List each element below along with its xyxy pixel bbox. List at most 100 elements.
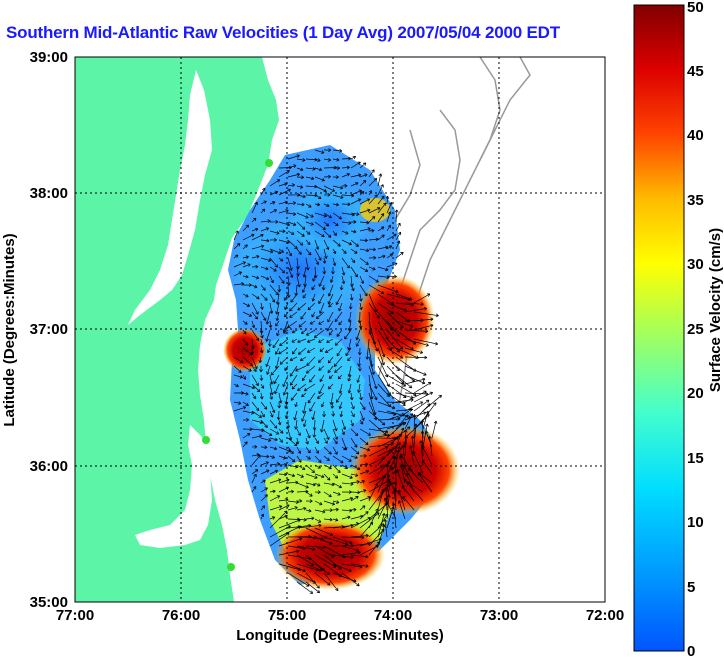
- velocity-arrow: [377, 195, 385, 205]
- colorbar-tick-label: 40: [687, 127, 704, 144]
- velocity-arrow: [259, 374, 264, 381]
- velocity-arrow: [402, 495, 415, 511]
- velocity-arrow: [396, 469, 406, 493]
- velocity-arrow: [267, 347, 271, 353]
- velocity-arrow: [282, 383, 289, 396]
- velocity-arrow: [269, 489, 276, 494]
- velocity-arrow: [251, 469, 259, 475]
- velocity-arrow: [242, 401, 249, 406]
- velocity-arrow: [242, 338, 248, 346]
- velocity-arrow: [350, 173, 362, 178]
- velocity-arrow: [260, 445, 268, 450]
- velocity-arrow: [305, 257, 310, 271]
- velocity-arrow: [260, 505, 266, 511]
- velocity-arrow: [394, 209, 399, 223]
- velocity-arrow: [296, 221, 306, 230]
- velocity-arrow: [296, 506, 307, 511]
- velocity-arrow: [424, 430, 433, 448]
- velocity-arrow: [377, 234, 385, 241]
- velocity-arrow: [332, 419, 338, 432]
- velocity-arrow: [251, 410, 262, 418]
- velocity-arrow: [260, 469, 270, 475]
- velocity-arrow: [322, 410, 326, 418]
- velocity-arrow: [287, 489, 295, 494]
- velocity-arrow: [314, 482, 321, 487]
- velocity-arrow: [413, 338, 439, 346]
- velocity-arrow: [269, 516, 276, 520]
- velocity-arrow: [368, 293, 378, 313]
- velocity-arrow: [359, 419, 364, 425]
- velocity-arrow: [389, 482, 406, 502]
- velocity-arrow: [421, 445, 433, 466]
- velocity-arrow: [395, 240, 401, 250]
- velocity-arrow: [296, 167, 304, 172]
- velocity-arrow: [368, 228, 375, 233]
- velocity-arrow: [318, 383, 325, 395]
- velocity-arrow: [404, 338, 429, 347]
- velocity-arrow: [395, 408, 413, 421]
- colorbar-tick-label: 45: [687, 63, 704, 80]
- velocity-arrow: [260, 311, 267, 321]
- velocity-arrow: [269, 201, 276, 205]
- velocity-arrow: [287, 506, 298, 511]
- velocity-arrow: [321, 284, 326, 291]
- velocity-arrow: [294, 401, 298, 408]
- velocity-arrow: [314, 455, 322, 463]
- velocity-arrow: [278, 221, 291, 227]
- velocity-arrow: [324, 347, 334, 353]
- velocity-arrow: [341, 239, 352, 246]
- velocity-arrow: [386, 311, 404, 329]
- velocity-arrow: [274, 347, 280, 355]
- velocity-arrow: [242, 365, 252, 372]
- velocity-arrow: [377, 254, 386, 259]
- velocity-arrow: [318, 320, 325, 325]
- velocity-arrow: [251, 444, 258, 449]
- velocity-arrow: [359, 302, 363, 311]
- velocity-arrow: [386, 233, 397, 241]
- velocity-arrow: [314, 212, 327, 218]
- velocity-arrow: [359, 446, 371, 452]
- velocity-arrow: [305, 230, 311, 235]
- velocity-arrow: [327, 365, 334, 374]
- velocity-arrow: [368, 479, 391, 493]
- velocity-arrow: [298, 320, 307, 328]
- velocity-arrow: [341, 202, 351, 207]
- velocity-arrow: [305, 248, 312, 256]
- velocity-arrow: [327, 293, 334, 305]
- velocity-arrow: [296, 275, 301, 288]
- velocity-arrow: [412, 450, 424, 475]
- velocity-arrow: [278, 455, 287, 460]
- velocity-arrow: [386, 302, 407, 312]
- velocity-arrow: [331, 266, 335, 275]
- velocity-arrow: [350, 533, 369, 538]
- velocity-arrow: [266, 365, 271, 375]
- velocity-arrow: [242, 433, 251, 439]
- velocity-arrow: [269, 469, 278, 475]
- velocity-arrow: [260, 419, 268, 428]
- velocity-arrow: [350, 212, 360, 216]
- velocity-arrow: [368, 194, 378, 205]
- velocity-arrow: [290, 392, 298, 401]
- velocity-arrow: [260, 437, 272, 442]
- velocity-arrow: [260, 428, 273, 436]
- velocity-arrow: [291, 338, 298, 343]
- velocity-arrow: [338, 320, 343, 326]
- velocity-arrow: [260, 487, 268, 493]
- velocity-arrow: [350, 455, 358, 460]
- velocity-arrow: [341, 455, 352, 462]
- velocity-arrow: [305, 482, 316, 487]
- velocity-arrow: [275, 320, 280, 327]
- velocity-arrow: [404, 374, 426, 385]
- velocity-arrow: [296, 194, 306, 199]
- velocity-arrow: [413, 382, 432, 394]
- velocity-arrow: [260, 293, 268, 301]
- velocity-arrow: [242, 417, 249, 422]
- velocity-arrow: [242, 255, 249, 259]
- velocity-arrow: [357, 356, 361, 367]
- velocity-arrow: [334, 311, 343, 323]
- velocity-arrow: [242, 311, 252, 317]
- velocity-arrow: [260, 227, 270, 232]
- velocity-arrow: [341, 221, 352, 225]
- velocity-arrow: [278, 472, 288, 477]
- velocity-arrow: [265, 356, 271, 367]
